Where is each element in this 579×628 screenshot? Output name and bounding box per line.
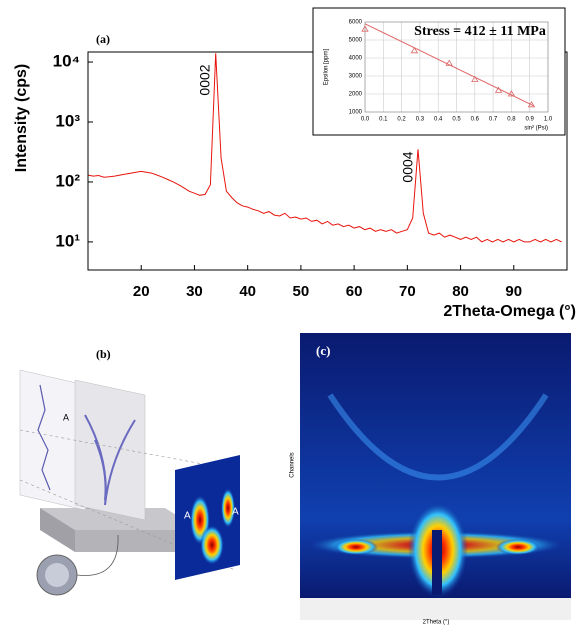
y-axis-label: Channels <box>290 452 296 477</box>
data-point <box>445 59 453 66</box>
y-tick-label: 10³ <box>55 111 80 130</box>
main-chart: 20 30 40 50 60 70 80 90 10¹ 10² 10³ 10⁴ 2Theta-Omega… <box>13 32 576 320</box>
intensity-arc <box>327 393 549 481</box>
x-tick-label: 0.4 <box>434 117 443 123</box>
y-tick-label: 10² <box>55 171 80 190</box>
x-tick-label: 0.2 <box>397 117 406 123</box>
x-axis-label: 2Theta (°) <box>423 620 450 626</box>
y-tick-label: 4000 <box>349 56 363 62</box>
inset-title: Stress = 412 ± 11 MPa <box>414 24 546 39</box>
data-point <box>361 25 369 32</box>
marker: A <box>232 507 239 518</box>
panel-b: (b) A A A <box>19 347 240 596</box>
x-tick-label: 0.8 <box>507 117 516 123</box>
inset-chart: 1000 2000 3000 4000 5000 6000 0.0 0.1 0.2 0.3 0.4 0… <box>312 7 566 136</box>
x-tick-label: 40 <box>239 283 256 300</box>
x-tick-label: 0.6 <box>471 117 480 123</box>
x-tick-label: 60 <box>346 283 363 300</box>
panel-label: (b) <box>96 347 111 361</box>
intensity-spot <box>496 539 540 555</box>
projection-line <box>19 429 236 471</box>
x-tick-label: 0.7 <box>489 117 498 123</box>
detector-plane <box>19 369 86 511</box>
data-point <box>410 47 419 54</box>
x-tick-label: 80 <box>452 283 469 300</box>
marker: A <box>184 511 191 522</box>
panel-label: (c) <box>316 343 330 358</box>
y-tick-label: 10⁴ <box>53 52 80 71</box>
y-tick-label: 5000 <box>349 38 363 44</box>
beam-path <box>76 534 119 576</box>
hot-spot <box>200 525 224 565</box>
source-wheel-inner <box>45 563 69 587</box>
sample-top <box>40 508 200 530</box>
y-axis-label: Intensity (cps) <box>13 64 30 172</box>
inset-frame <box>312 7 566 136</box>
x-tick-label: 0.9 <box>526 117 535 123</box>
y-tick-label: 1000 <box>349 110 363 116</box>
y-axis-label: Epsilon [ppm] <box>324 48 330 85</box>
map-plane <box>74 379 146 521</box>
data-point <box>527 101 536 108</box>
plot-frame <box>364 21 549 113</box>
x-tick-label: 50 <box>293 283 310 300</box>
sample-side <box>40 508 75 552</box>
x-tick-label: 0.0 <box>361 117 370 123</box>
marker: A <box>63 412 69 422</box>
x-tick-label: 90 <box>505 283 522 300</box>
y-tick-label: 2000 <box>349 92 363 98</box>
x-tick-label: 0.1 <box>379 117 388 123</box>
y-tick-label: 10¹ <box>55 231 80 250</box>
x-tick-label: 0.5 <box>452 117 461 123</box>
x-tick-label: 30 <box>186 283 203 300</box>
sample-front <box>75 530 200 552</box>
intensity-spot <box>334 539 378 555</box>
peak-label: 0004 <box>400 151 416 182</box>
x-tick-label: 70 <box>399 283 416 300</box>
x-tick-label: 0.3 <box>416 117 425 123</box>
map-pattern <box>84 414 136 506</box>
y-tick-label: 3000 <box>349 74 363 80</box>
x-axis-area <box>300 598 571 620</box>
x-axis-label: 2Theta-Omega (°) <box>443 303 576 320</box>
x-tick-label: 1.0 <box>544 117 553 123</box>
data-point <box>507 90 516 97</box>
x-axis-label: sin² (Psi) <box>524 126 548 132</box>
panel-c: (c) Channels 2Theta (°) <box>290 333 571 626</box>
data-point <box>494 86 503 93</box>
y-tick-label: 6000 <box>349 20 363 26</box>
peak-label: 0002 <box>197 64 213 95</box>
beam-stop <box>432 530 442 595</box>
hot-spot <box>221 488 235 528</box>
fit-line <box>364 23 534 107</box>
x-tick-label: 20 <box>133 283 150 300</box>
scan-curve <box>37 384 51 491</box>
panel-label: (a) <box>96 32 110 46</box>
data-point <box>471 75 479 82</box>
data-line <box>87 53 562 243</box>
